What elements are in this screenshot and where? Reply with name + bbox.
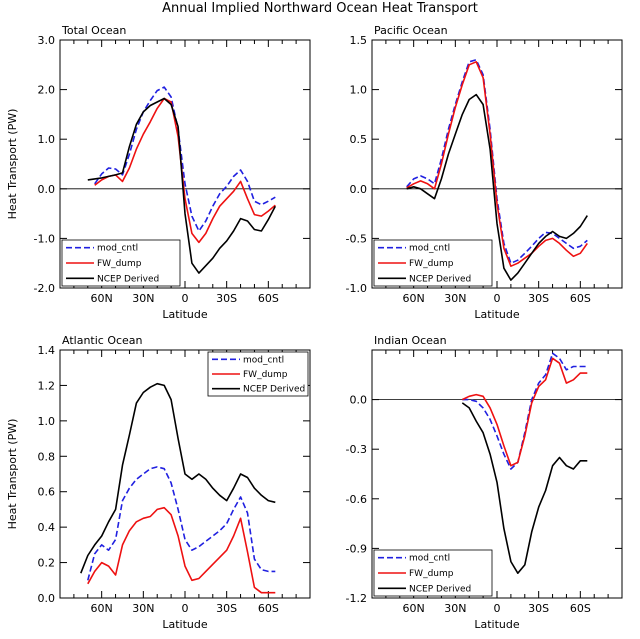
- series-line-fw-dump: [87, 506, 276, 594]
- panel-indian-ocean: Indian Ocean 60N 30N 0 30S 60S -1.2 -0.9 -0.6 -0.…: [346, 334, 623, 631]
- legend: mod_cntl FW_dump NCEP Derived: [373, 239, 493, 287]
- series-line-mod-cntl: [406, 58, 588, 265]
- x-tick-label: 0: [182, 602, 189, 615]
- legend-label-fw-dump: FW_dump: [243, 370, 288, 380]
- y-tick-label: 0.0: [38, 592, 56, 605]
- series-line-ncep-derived: [80, 382, 276, 574]
- y-tick-label: 1.0: [38, 415, 56, 428]
- legend: mod_cntl FW_dump NCEP Derived: [61, 239, 181, 287]
- y-tick-label: -2.0: [34, 282, 55, 295]
- legend-label-mod-cntl: mod_cntl: [409, 554, 450, 564]
- y-tick-label: 0.0: [350, 183, 368, 196]
- series-line-mod-cntl: [462, 352, 588, 470]
- legend-label-ncep-derived: NCEP Derived: [409, 274, 471, 284]
- y-tick-label: -0.9: [346, 542, 367, 555]
- x-tick-label: 30S: [216, 602, 237, 615]
- legend-label-ncep-derived: NCEP Derived: [409, 584, 471, 594]
- series-line-ncep-derived: [87, 97, 277, 274]
- panel-title: Pacific Ocean: [374, 24, 448, 37]
- legend-label-fw-dump: FW_dump: [97, 259, 142, 269]
- legend-label-ncep-derived: NCEP Derived: [243, 385, 305, 395]
- y-tick-label: 0.4: [38, 521, 56, 534]
- y-tick-label: 0.8: [38, 450, 56, 463]
- x-tick-label: 60S: [570, 292, 591, 305]
- series-line-mod-cntl: [94, 86, 276, 232]
- y-tick-label: 0.2: [38, 557, 56, 570]
- x-tick-label: 30S: [216, 292, 237, 305]
- y-tick-label: -1.0: [346, 282, 367, 295]
- legend-label-mod-cntl: mod_cntl: [409, 244, 450, 254]
- y-tick-label: 2.0: [38, 84, 56, 97]
- x-tick-label: 30S: [528, 602, 549, 615]
- panel-pacific-ocean: Pacific Ocean 60N 30N 0 30S 60S -1.0 -0.5 0.0 0.5…: [346, 24, 623, 321]
- series-line-mod-cntl: [87, 466, 276, 581]
- x-axis-label: Latitude: [162, 618, 208, 631]
- y-tick-label: 1.0: [38, 133, 56, 146]
- legend-label-fw-dump: FW_dump: [409, 569, 454, 579]
- x-tick-label: 60N: [403, 292, 425, 305]
- panel-title: Atlantic Ocean: [62, 334, 143, 347]
- x-tick-label: 60S: [258, 292, 279, 305]
- y-tick-label: -0.5: [346, 232, 367, 245]
- legend-label-ncep-derived: NCEP Derived: [97, 274, 159, 284]
- series-line-ncep-derived: [406, 93, 588, 281]
- x-tick-label: 60S: [258, 602, 279, 615]
- x-tick-label: 30N: [132, 602, 154, 615]
- series-line-fw-dump: [461, 357, 588, 467]
- y-tick-label: 0.6: [38, 486, 56, 499]
- x-tick-label: 60N: [403, 602, 425, 615]
- y-tick-label: -1.2: [346, 592, 367, 605]
- y-tick-label: 1.4: [38, 344, 56, 357]
- y-tick-label: 0.0: [38, 183, 56, 196]
- x-tick-label: 30N: [132, 292, 154, 305]
- legend-label-mod-cntl: mod_cntl: [97, 244, 138, 254]
- y-tick-label: 0.0: [350, 394, 368, 407]
- panel-total-ocean: Total Ocean 60N 30N 0 30S 60S -2.0 -1.0 0.0 1.0 2.…: [6, 24, 311, 321]
- legend: mod_cntl FW_dump NCEP Derived: [207, 351, 309, 397]
- legend-label-mod-cntl: mod_cntl: [243, 355, 284, 365]
- x-tick-label: 0: [494, 602, 501, 615]
- x-tick-label: 60N: [91, 292, 113, 305]
- y-tick-label: -0.3: [346, 443, 367, 456]
- y-tick-label: -1.0: [34, 232, 55, 245]
- y-tick-label: 3.0: [38, 34, 56, 47]
- figure-title: Annual Implied Northward Ocean Heat Tran…: [162, 1, 478, 16]
- panel-title: Total Ocean: [61, 24, 126, 37]
- y-tick-label: 0.5: [350, 133, 368, 146]
- x-tick-label: 30S: [528, 292, 549, 305]
- y-tick-label: 1.2: [38, 379, 56, 392]
- series-line-fw-dump: [406, 60, 588, 268]
- legend: mod_cntl FW_dump NCEP Derived: [373, 549, 493, 597]
- panels: Total Ocean 60N 30N 0 30S 60S -2.0 -1.0 0.0 1.0 2.…: [6, 24, 623, 631]
- x-axis-label: Latitude: [162, 308, 208, 321]
- x-tick-label: 60S: [570, 602, 591, 615]
- panel-atlantic-ocean: Atlantic Ocean 60N 30N 0 30S 60S 0.0 0.2 0.4 0.6 0…: [6, 334, 311, 631]
- series-line-fw-dump: [94, 97, 276, 244]
- x-tick-label: 0: [182, 292, 189, 305]
- x-tick-label: 30N: [444, 292, 466, 305]
- panel-title: Indian Ocean: [374, 334, 447, 347]
- x-tick-label: 0: [494, 292, 501, 305]
- y-tick-label: 1.0: [350, 84, 368, 97]
- y-axis-label: Heat Transport (PW): [6, 109, 19, 220]
- x-axis-label: Latitude: [474, 618, 520, 631]
- x-axis-label: Latitude: [474, 308, 520, 321]
- y-tick-label: 1.5: [350, 34, 368, 47]
- legend-label-fw-dump: FW_dump: [409, 259, 454, 269]
- y-tick-label: -0.6: [346, 493, 367, 506]
- series-line-ncep-derived: [461, 402, 588, 575]
- x-tick-label: 30N: [444, 602, 466, 615]
- y-axis-label: Heat Transport (PW): [6, 419, 19, 530]
- x-tick-label: 60N: [91, 602, 113, 615]
